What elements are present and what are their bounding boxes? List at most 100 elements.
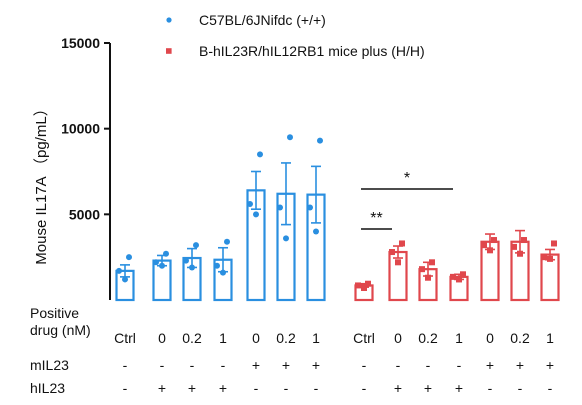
point-g1-0-0 bbox=[361, 285, 367, 292]
point-g0-1-0 bbox=[159, 262, 165, 269]
point-g0-3-0 bbox=[220, 269, 226, 276]
drug-label-g1-0: Ctrl bbox=[353, 330, 375, 346]
drug-label-g0-5: 0.2 bbox=[276, 330, 296, 346]
hil23-sign-g1-3: + bbox=[455, 380, 463, 396]
point-g0-6-1 bbox=[307, 204, 313, 211]
point-g0-6-0 bbox=[313, 228, 319, 235]
mil23-sign-g0-2: - bbox=[190, 357, 195, 373]
point-g0-4-0 bbox=[253, 211, 259, 218]
point-g1-5-1 bbox=[511, 243, 517, 250]
mil23-sign-g0-0: - bbox=[123, 357, 128, 373]
axes: 5000 10000 15000 bbox=[61, 35, 111, 300]
point-g1-3-1 bbox=[450, 273, 456, 280]
point-g1-5-2 bbox=[521, 237, 527, 244]
point-g1-6-0 bbox=[547, 255, 553, 262]
point-g0-2-2 bbox=[193, 242, 199, 249]
drug-label-g1-6: 1 bbox=[546, 330, 554, 346]
hil23-sign-g1-4: - bbox=[488, 380, 493, 396]
data-points bbox=[116, 134, 557, 292]
y-axis-label: Mouse IL17A （pg/mL） bbox=[33, 101, 50, 264]
hil23-sign-g0-0: - bbox=[123, 380, 128, 396]
drug-label-g1-4: 0 bbox=[486, 330, 494, 346]
drug-label-g1-5: 0.2 bbox=[510, 330, 530, 346]
point-g0-4-1 bbox=[247, 201, 253, 208]
bars bbox=[115, 162, 560, 302]
mil23-sign-g1-6: + bbox=[546, 357, 554, 373]
drug-label-g0-4: 0 bbox=[252, 330, 260, 346]
point-g0-5-2 bbox=[287, 134, 293, 141]
sig-label-0: ** bbox=[370, 210, 382, 227]
hil23-sign-g0-5: - bbox=[284, 380, 289, 396]
mil23-sign-g0-4: + bbox=[252, 357, 260, 373]
sig-label-1: * bbox=[404, 170, 410, 187]
bar-g1-1 bbox=[388, 250, 408, 302]
point-g0-6-2 bbox=[317, 137, 323, 144]
hil23-sign-g0-3: + bbox=[219, 380, 227, 396]
hil23-sign-g0-6: - bbox=[314, 380, 319, 396]
drug-label-g1-2: 0.2 bbox=[418, 330, 438, 346]
row-label-hil23: hIL23 bbox=[30, 380, 65, 396]
mil23-sign-g0-6: + bbox=[312, 357, 320, 373]
point-g1-0-2 bbox=[365, 280, 371, 287]
hil23-sign-g0-4: - bbox=[254, 380, 259, 396]
condition-table: Positive drug (nM) mIL23 hIL23 Ctrl - - 0 - +0.2 -… bbox=[30, 305, 554, 396]
hil23-sign-g1-6: - bbox=[548, 380, 553, 396]
drug-label-g0-0: Ctrl bbox=[114, 330, 136, 346]
point-g1-1-2 bbox=[399, 240, 405, 247]
point-g0-0-2 bbox=[126, 254, 132, 261]
point-g1-2-0 bbox=[425, 274, 431, 281]
drug-label-g0-2: 0.2 bbox=[182, 330, 202, 346]
legend: C57BL/6JNifdc (+/+) B-hIL23R/hIL12RB1 mic… bbox=[166, 12, 425, 59]
mil23-sign-g0-1: - bbox=[160, 357, 165, 373]
point-g1-3-0 bbox=[456, 276, 462, 283]
row-label-drug-line: drug (nM) bbox=[30, 322, 91, 338]
point-g0-4-2 bbox=[257, 151, 263, 158]
point-g1-5-0 bbox=[517, 250, 523, 257]
hil23-sign-g1-0: - bbox=[362, 380, 367, 396]
y-tick-label-5000: 5000 bbox=[69, 206, 100, 222]
hil23-sign-g0-2: + bbox=[188, 380, 196, 396]
point-g0-0-0 bbox=[122, 276, 128, 283]
mil23-sign-g1-4: + bbox=[486, 357, 494, 373]
mil23-sign-g1-3: - bbox=[457, 357, 462, 373]
point-g0-2-0 bbox=[189, 264, 195, 271]
point-g1-1-0 bbox=[395, 259, 401, 266]
significance-annotations: *** bbox=[361, 170, 453, 230]
legend-marker-0 bbox=[166, 17, 172, 23]
point-g1-4-2 bbox=[491, 237, 497, 244]
point-g1-6-2 bbox=[551, 240, 557, 247]
legend-label-1: B-hIL23R/hIL12RB1 mice plus (H/H) bbox=[199, 43, 425, 59]
y-tick-label-15000: 15000 bbox=[61, 35, 100, 51]
mil23-sign-g0-3: - bbox=[221, 357, 226, 373]
point-g1-3-2 bbox=[460, 271, 466, 278]
drug-label-g0-3: 1 bbox=[219, 330, 227, 346]
mil23-sign-g1-1: - bbox=[396, 357, 401, 373]
hil23-sign-g1-2: + bbox=[424, 380, 432, 396]
legend-label-0: C57BL/6JNifdc (+/+) bbox=[199, 12, 326, 28]
point-g1-4-1 bbox=[481, 242, 487, 249]
point-g0-3-2 bbox=[224, 238, 230, 245]
mil23-sign-g1-2: - bbox=[426, 357, 431, 373]
hil23-sign-g1-1: + bbox=[394, 380, 402, 396]
drug-label-g1-3: 1 bbox=[455, 330, 463, 346]
legend-marker-1 bbox=[166, 48, 172, 54]
point-g1-2-2 bbox=[429, 259, 435, 266]
point-g0-3-1 bbox=[214, 262, 220, 269]
mil23-sign-g0-5: + bbox=[282, 357, 290, 373]
row-label-drug: Positive drug (nM) bbox=[30, 305, 91, 338]
row-label-mil23: mIL23 bbox=[30, 357, 69, 373]
mil23-sign-g1-5: + bbox=[516, 357, 524, 373]
point-g0-5-0 bbox=[283, 235, 289, 242]
drug-label-g1-1: 0 bbox=[394, 330, 402, 346]
point-g1-6-1 bbox=[541, 254, 547, 261]
point-g0-2-1 bbox=[183, 257, 189, 264]
hil23-sign-g0-1: + bbox=[158, 380, 166, 396]
hil23-sign-g1-5: - bbox=[518, 380, 523, 396]
drug-label-g0-1: 0 bbox=[158, 330, 166, 346]
y-tick-label-10000: 10000 bbox=[61, 121, 100, 137]
point-g1-0-1 bbox=[355, 282, 361, 289]
drug-label-g0-6: 1 bbox=[312, 330, 320, 346]
mil23-sign-g1-0: - bbox=[362, 357, 367, 373]
row-label-drug-line: Positive bbox=[30, 305, 79, 321]
